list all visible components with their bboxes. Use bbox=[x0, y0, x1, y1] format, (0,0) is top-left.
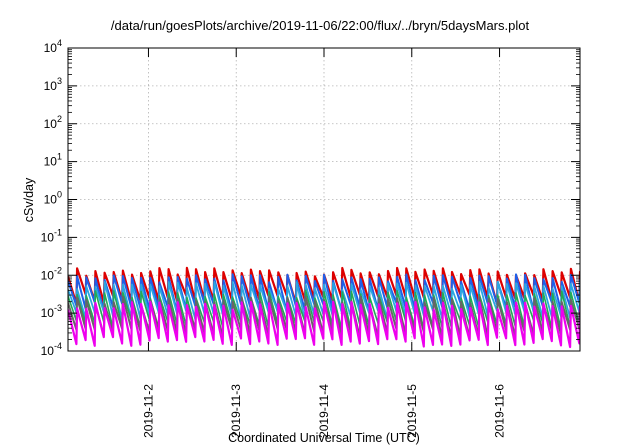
y-tick-label: 10-3 bbox=[41, 303, 62, 320]
ticks bbox=[68, 47, 580, 352]
y-tick-label: 101 bbox=[44, 152, 62, 169]
x-tick-label: 2019-11-6 bbox=[493, 384, 507, 438]
x-tick-labels: 2019-11-2 2019-11-3 2019-11-4 2019-11-5 2019… bbox=[141, 384, 506, 438]
y-tick-exponent: -3 bbox=[54, 303, 62, 313]
y-tick-label: 102 bbox=[44, 114, 62, 131]
y-tick-exponent: 2 bbox=[57, 114, 62, 124]
y-axis-label: cSv/day bbox=[22, 177, 36, 222]
x-tick-label: 2019-11-2 bbox=[141, 384, 155, 438]
y-tick-exponent: -2 bbox=[54, 265, 62, 275]
y-tick-label: 10-2 bbox=[41, 265, 62, 282]
y-tick-label: 104 bbox=[44, 38, 62, 55]
x-tick-label: 2019-11-5 bbox=[405, 384, 419, 438]
y-tick-label: 103 bbox=[44, 76, 62, 93]
y-tick-base: 10 bbox=[44, 193, 58, 207]
x-tick-label: 2019-11-4 bbox=[317, 384, 331, 438]
y-tick-label: 100 bbox=[44, 190, 62, 207]
y-tick-base: 10 bbox=[44, 117, 58, 131]
x-axis-label: Coordinated Universal Time (UTC) bbox=[228, 431, 420, 445]
y-tick-base: 10 bbox=[41, 268, 55, 282]
y-tick-exponent: 4 bbox=[57, 38, 62, 48]
y-tick-exponent: 1 bbox=[57, 152, 62, 162]
series-line bbox=[68, 300, 580, 349]
y-tick-exponent: -1 bbox=[54, 227, 62, 237]
y-tick-exponent: 0 bbox=[57, 190, 62, 200]
y-tick-exponent: -4 bbox=[54, 341, 62, 351]
series-line bbox=[68, 295, 580, 340]
x-tick-label: 2019-11-3 bbox=[229, 384, 243, 438]
series-line bbox=[68, 266, 580, 305]
series-line bbox=[68, 280, 580, 322]
y-tick-base: 10 bbox=[41, 306, 55, 320]
y-tick-label: 10-1 bbox=[41, 227, 62, 244]
y-tick-base: 10 bbox=[41, 230, 55, 244]
y-tick-base: 10 bbox=[41, 344, 55, 358]
chart-title: /data/run/goesPlots/archive/2019-11-06/2… bbox=[111, 18, 530, 33]
y-tick-label: 10-4 bbox=[41, 341, 62, 358]
y-tick-base: 10 bbox=[44, 41, 58, 55]
y-tick-base: 10 bbox=[44, 155, 58, 169]
series-group bbox=[68, 266, 580, 349]
y-tick-exponent: 3 bbox=[57, 76, 62, 86]
y-tick-base: 10 bbox=[44, 79, 58, 93]
